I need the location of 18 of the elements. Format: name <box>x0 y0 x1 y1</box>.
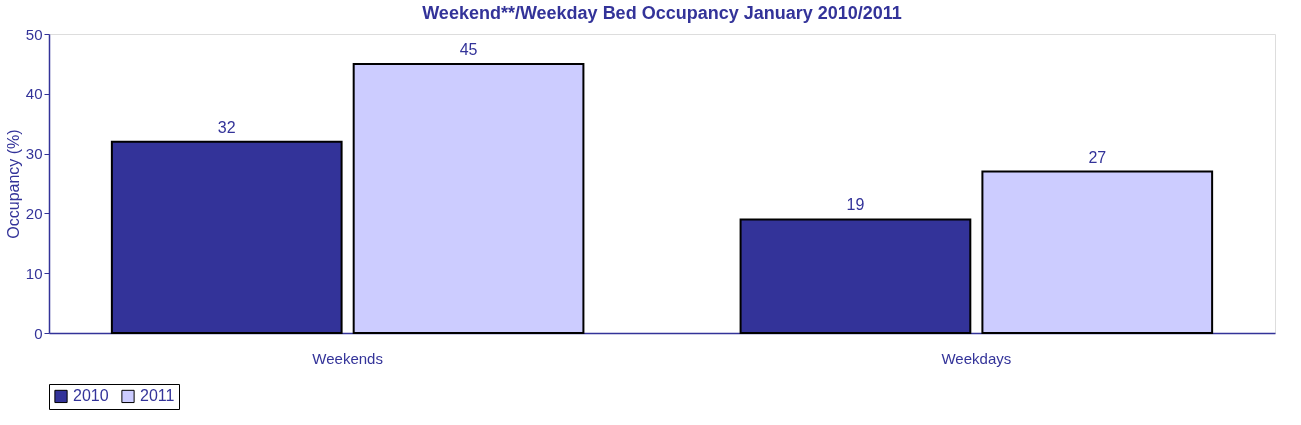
legend-label: 2011 <box>140 387 175 405</box>
y-tick-label: 10 <box>25 264 43 282</box>
data-label: 32 <box>217 118 236 136</box>
data-label: 45 <box>459 40 478 58</box>
chart-title: Weekend**/Weekday Bed Occupancy January 2010/2011 <box>422 3 902 23</box>
y-tick-label: 20 <box>25 204 43 222</box>
x-tick-label: Weekends <box>312 349 383 367</box>
data-label: 19 <box>846 196 865 214</box>
y-tick-label: 0 <box>34 324 43 342</box>
legend-label: 2010 <box>73 387 109 405</box>
bar <box>981 170 1214 334</box>
y-tick-label: 50 <box>25 25 43 43</box>
x-tick-label: Weekdays <box>941 349 1012 367</box>
y-axis-title: Occupancy (%) <box>4 129 22 239</box>
y-tick-label: 30 <box>25 145 43 163</box>
y-tick-label: 40 <box>25 85 43 103</box>
bar <box>352 62 585 334</box>
data-label: 27 <box>1088 148 1107 166</box>
